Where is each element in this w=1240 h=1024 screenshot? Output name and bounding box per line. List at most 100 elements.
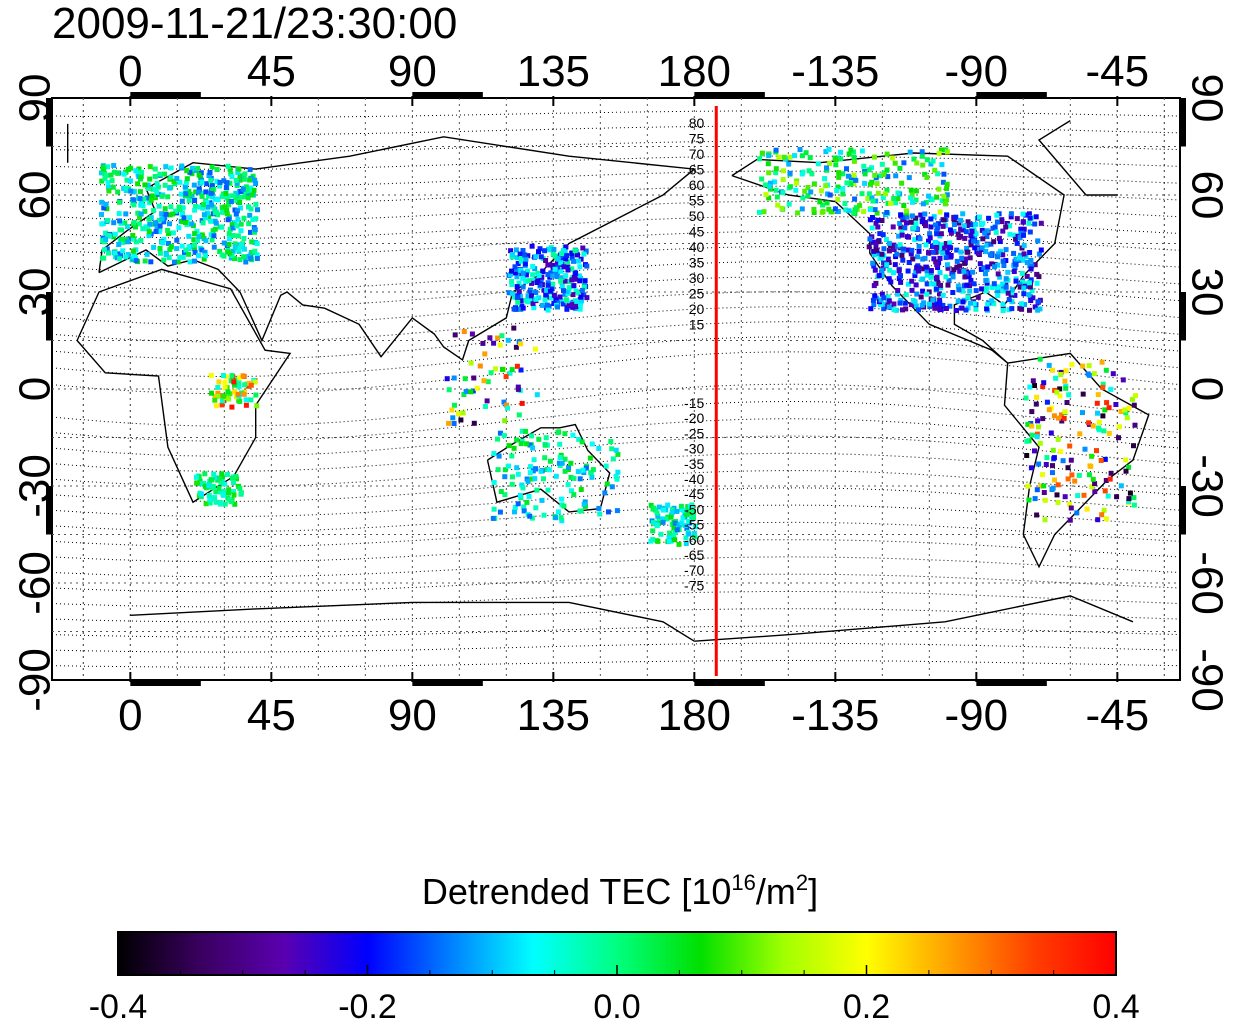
tec-pixel	[507, 370, 513, 376]
tec-pixel	[148, 259, 154, 265]
tec-pixel	[895, 196, 901, 202]
tec-pixel	[775, 202, 781, 208]
tec-pixel	[930, 297, 936, 303]
tec-pixel	[548, 270, 554, 276]
tec-pixel	[879, 291, 885, 297]
tec-pixel	[908, 219, 914, 225]
tec-pixel	[191, 237, 197, 243]
tec-pixel	[469, 331, 475, 337]
tec-pixel	[1122, 407, 1128, 413]
tec-pixel	[204, 181, 210, 187]
tec-pixel	[1104, 400, 1110, 406]
tec-pixel	[899, 232, 905, 238]
tec-pixel	[825, 191, 831, 197]
tec-pixel	[1019, 301, 1024, 307]
tec-pixel	[235, 170, 241, 175]
tec-pixel	[672, 520, 678, 526]
tec-pixel	[195, 237, 201, 243]
tec-pixel	[827, 192, 833, 198]
tec-pixel	[581, 501, 587, 507]
tec-pixel	[192, 231, 198, 237]
tec-pixel	[1062, 494, 1068, 500]
tec-pixel	[1120, 377, 1126, 383]
tec-pixel	[505, 337, 511, 343]
tec-pixel	[181, 215, 187, 221]
tec-pixel	[994, 212, 1000, 218]
tec-pixel	[1000, 288, 1006, 294]
tec-pixel	[951, 218, 957, 224]
tec-pixel	[237, 485, 243, 491]
contour-line	[51, 539, 1181, 563]
tec-pixel	[1131, 443, 1136, 449]
tec-pixel	[247, 177, 253, 183]
tec-pixel	[518, 258, 524, 264]
tec-pixel	[948, 230, 954, 236]
tec-pixel	[541, 476, 546, 482]
tec-pixel	[613, 473, 619, 479]
tec-pixel	[954, 258, 960, 264]
colorbar-tick-label: -0.4	[89, 988, 148, 1024]
tec-pixel	[511, 306, 517, 312]
tec-pixel	[940, 292, 946, 298]
tec-pixel	[935, 279, 941, 285]
tec-pixel	[243, 184, 249, 190]
tec-pixel	[1035, 238, 1041, 244]
tec-pixel	[1041, 380, 1047, 386]
tec-pixel	[177, 255, 183, 260]
tec-pixel	[531, 457, 537, 463]
tec-pixel	[1023, 212, 1029, 218]
tec-pixel	[928, 161, 934, 167]
colorbar: -0.4 -0.2 0.0 0.2 0.4	[89, 931, 1140, 1024]
tec-pixel	[579, 439, 585, 445]
tec-pixel	[184, 168, 190, 174]
tec-pixel	[852, 196, 858, 202]
tec-pixel	[183, 191, 189, 197]
lon-label-top: 45	[247, 47, 296, 96]
tec-pixel	[200, 220, 206, 226]
tec-pixel	[923, 200, 929, 205]
tec-pixel	[214, 179, 220, 184]
tec-pixel	[1048, 430, 1054, 436]
tec-pixel	[604, 481, 610, 487]
colorbar-title-unit: /m	[755, 871, 796, 912]
tec-pixel	[513, 344, 519, 350]
tec-pixel	[515, 255, 520, 261]
tec-pixel	[248, 206, 254, 212]
tec-pixel	[800, 195, 806, 201]
tec-pixel	[923, 242, 929, 248]
tec-pixel	[109, 178, 115, 184]
tec-pixel	[966, 274, 972, 280]
tec-pixel	[610, 456, 616, 462]
tec-pixel	[936, 186, 942, 192]
tec-pixel	[502, 492, 508, 498]
tec-pixel	[1035, 307, 1041, 313]
tec-pixel	[1006, 307, 1012, 313]
tec-pixel	[692, 534, 698, 540]
tec-pixel	[866, 167, 872, 173]
tec-pixel	[914, 226, 920, 232]
tec-pixel	[545, 487, 551, 493]
tec-pixel	[1100, 413, 1106, 419]
tec-pixel	[582, 278, 588, 284]
tec-pixel	[1132, 422, 1138, 428]
tec-pixel	[872, 172, 878, 178]
tec-pixel	[1028, 465, 1034, 471]
tec-pixel	[534, 487, 540, 493]
tec-pixel	[877, 231, 883, 237]
tec-pixel	[1091, 371, 1097, 377]
tec-pixel	[953, 214, 959, 220]
tec-pixel	[944, 192, 950, 198]
tec-pixel	[250, 217, 256, 222]
tec-pixel	[1033, 214, 1039, 220]
contour-label-south: -75	[684, 577, 704, 593]
tec-pixel	[969, 222, 975, 228]
tec-pixel	[242, 194, 248, 200]
tec-pixel	[597, 511, 603, 517]
tec-pixel	[820, 209, 826, 214]
tec-pixel	[962, 235, 968, 241]
tec-pixel	[166, 231, 172, 237]
tec-pixel	[547, 458, 553, 464]
contour-label-north: 25	[689, 286, 705, 302]
tec-pixel	[253, 181, 259, 186]
tec-pixel	[166, 241, 171, 246]
